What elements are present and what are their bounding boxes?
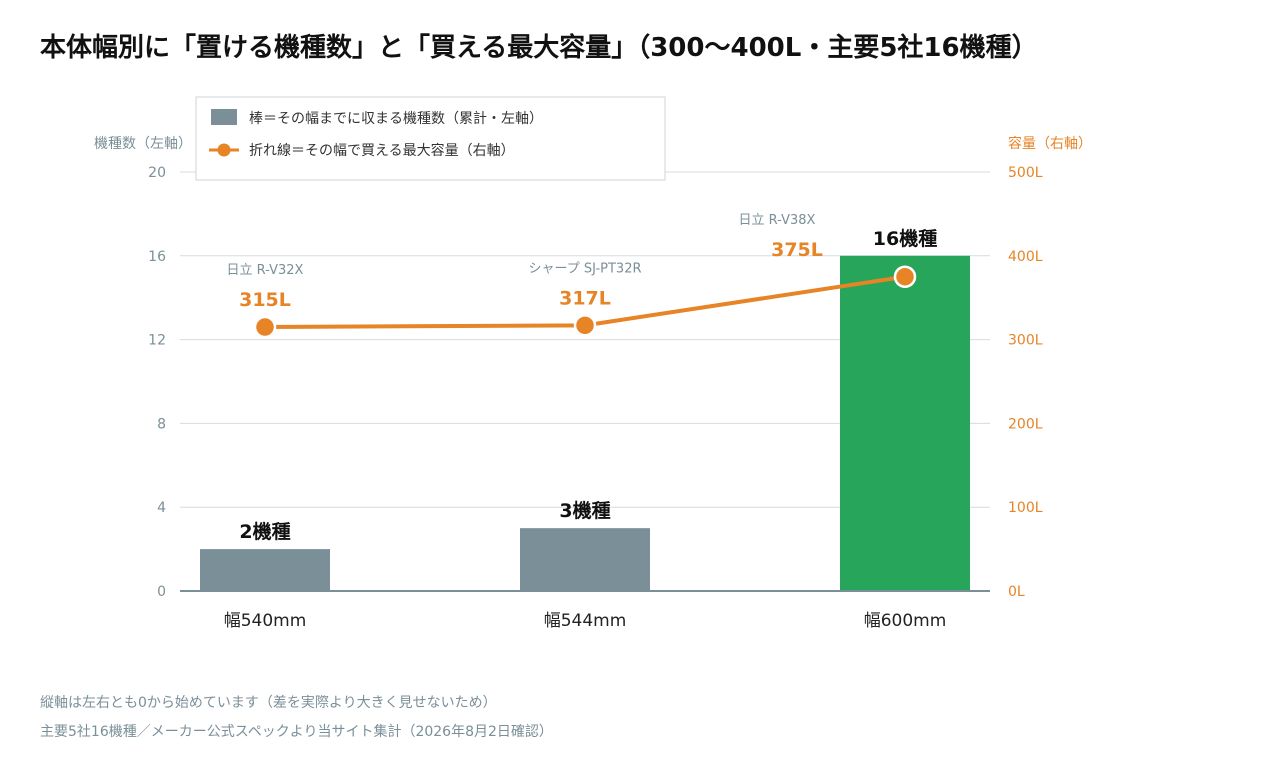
left-tick-label: 12 [148,333,166,349]
bar-value-labels: 2機種 3機種 16機種 [239,227,937,543]
legend-line-marker [217,143,231,157]
footnote-axis: 縦軸は左右とも0から始めています（差を実際より大きく見せないため） [40,695,497,711]
left-tick-label: 4 [157,500,166,516]
line-point [573,314,597,337]
right-axis-ticks: 0L 100L 200L 300L 400L 500L [1008,165,1043,600]
category-label: 幅540mm [224,611,307,631]
line-value-label: 375L [771,239,823,261]
legend: 棒＝その幅までに収まる機種数（累計・左軸） 折れ線＝その幅で買える最大容量（右軸… [195,96,666,181]
right-axis-title: 容量（右軸） [1008,135,1092,152]
bar-value-label: 16機種 [873,227,937,250]
left-tick-label: 16 [148,249,166,265]
line-model-label: 日立 R-V32X [227,263,304,278]
line-value-label: 315L [239,289,291,311]
left-axis-ticks: 0 4 8 12 16 20 [148,165,166,600]
left-tick-label: 0 [157,584,166,600]
right-tick-label: 100L [1008,500,1043,516]
line-value-label: 317L [559,287,611,309]
left-axis-title: 機種数（左軸） [94,136,192,152]
left-tick-label: 8 [157,416,166,432]
line-model-label: 日立 R-V38X [739,213,816,228]
right-tick-label: 300L [1008,333,1043,349]
category-labels: 幅540mm 幅544mm 幅600mm [224,611,947,631]
bar [200,549,330,591]
category-label: 幅544mm [544,611,627,631]
legend-box [195,96,666,181]
bar [520,528,650,591]
line-series [253,265,917,339]
legend-bar-label: 棒＝その幅までに収まる機種数（累計・左軸） [249,111,543,127]
right-tick-label: 400L [1008,249,1043,265]
bar-series [200,255,970,592]
line-point [253,315,277,339]
bar-value-label: 3機種 [559,499,610,522]
bar [840,255,970,592]
legend-line-label: 折れ線＝その幅で買える最大容量（右軸） [249,142,515,159]
line-point [893,265,917,288]
left-tick-label: 20 [148,165,166,181]
right-tick-label: 200L [1008,416,1043,432]
right-tick-label: 500L [1008,165,1043,181]
right-tick-label: 0L [1008,584,1025,600]
category-label: 幅600mm [864,611,947,631]
line-model-label: シャープ SJ-PT32R [528,261,641,276]
legend-bar-swatch [211,109,237,125]
bar-value-label: 2機種 [239,520,290,543]
footnote-source: 主要5社16機種／メーカー公式スペックより当サイト集計（2026年8月2日確認） [40,723,553,740]
line-point-labels: 315L 日立 R-V32X 317L シャープ SJ-PT32R 375L 日立 R-V… [227,213,823,311]
chart-title: 本体幅別に「置ける機種数」と「買える最大容量」（300〜400L・主要5社16機… [40,32,1038,63]
